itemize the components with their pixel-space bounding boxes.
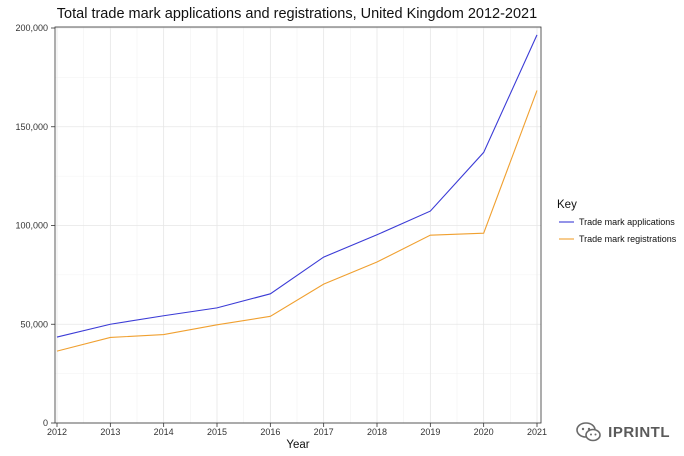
y-tick-label: 100,000 (15, 221, 48, 231)
y-tick-label: 0 (43, 418, 48, 428)
legend-title: Key (557, 199, 577, 211)
grid (55, 27, 541, 424)
x-tick-label: 2020 (474, 427, 494, 437)
x-tick-label: 2017 (314, 427, 334, 437)
watermark: IPRINTL (576, 422, 670, 442)
series-line-1 (56, 34, 538, 338)
x-tick-label: 2014 (154, 427, 174, 437)
chart-title: Total trade mark applications and regist… (57, 6, 537, 22)
legend-label-2: Trade mark registrations (579, 234, 677, 244)
plot-panel (54, 26, 542, 424)
x-axis-label: Year (286, 439, 309, 451)
y-tick-label: 50,000 (20, 319, 48, 329)
x-tick-label: 2019 (420, 427, 440, 437)
wechat-icon (576, 422, 601, 442)
series-line-2 (56, 90, 538, 352)
x-tick-label: 2021 (527, 427, 547, 437)
x-tick-label: 2018 (367, 427, 387, 437)
legend: Key Trade mark applications Trade mark re… (557, 199, 677, 244)
x-axis: 2012 2013 2014 2015 2016 2017 2018 2019 2020 2021 (47, 423, 547, 437)
y-tick-label: 150,000 (15, 122, 48, 132)
y-tick-label: 200,000 (15, 23, 48, 33)
series-lines (56, 34, 538, 352)
x-tick-label: 2016 (260, 427, 280, 437)
legend-label-1: Trade mark applications (579, 217, 675, 227)
x-tick-label: 2015 (207, 427, 227, 437)
x-tick-label: 2012 (47, 427, 67, 437)
x-tick-label: 2013 (100, 427, 120, 437)
watermark-text: IPRINTL (608, 423, 670, 441)
y-axis: 0 50,000 100,000 150,000 200,000 (15, 23, 55, 428)
